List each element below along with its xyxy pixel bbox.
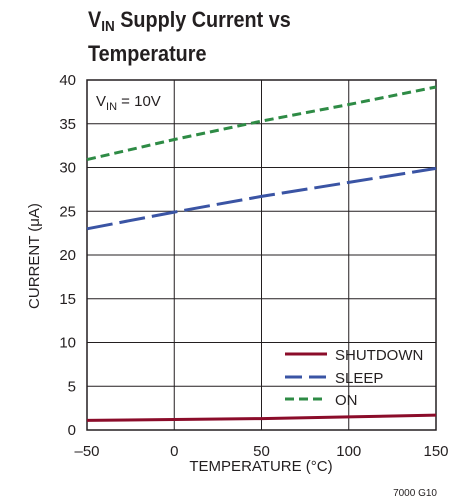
series-on-line xyxy=(86,85,437,162)
series-shutdown-line xyxy=(86,413,437,422)
plot-frame xyxy=(86,79,437,431)
y-tick-label: 40 xyxy=(59,72,76,89)
x-axis-label: TEMPERATURE (°C) xyxy=(189,458,332,475)
y-tick-label: 15 xyxy=(59,291,76,308)
figure-code: 7000 G10 xyxy=(393,488,437,499)
x-tick-label: –50 xyxy=(74,443,99,460)
chart-title-line2: Temperature xyxy=(88,41,207,66)
x-tick-label: 50 xyxy=(253,443,270,460)
y-tick-label: 10 xyxy=(59,335,76,352)
legend-label-on: ON xyxy=(335,392,358,409)
grid xyxy=(86,79,437,431)
y-tick-label: 20 xyxy=(59,247,76,264)
x-tick-label: 0 xyxy=(170,443,178,460)
legend-label-shutdown: SHUTDOWN xyxy=(335,347,423,364)
y-axis-label: CURRENT (μA) xyxy=(26,203,43,309)
y-tick-label: 0 xyxy=(68,422,76,439)
legend: SHUTDOWN SLEEP ON xyxy=(285,347,423,409)
series-sleep-line xyxy=(86,166,437,231)
chart-title-line1: VIN Supply Current vs xyxy=(88,7,291,35)
chart-title: VIN Supply Current vs Temperature xyxy=(88,6,291,67)
series-lines xyxy=(86,85,437,422)
y-tick-label: 30 xyxy=(59,160,76,177)
vin-annotation: VIN = 10V xyxy=(96,93,161,113)
x-tick-label: 100 xyxy=(336,443,361,460)
y-tick-label: 5 xyxy=(68,378,76,395)
y-tick-label: 35 xyxy=(59,116,76,133)
legend-label-sleep: SLEEP xyxy=(335,370,383,387)
y-tick-label: 25 xyxy=(59,203,76,220)
x-tick-label: 150 xyxy=(423,443,448,460)
tick-labels: –50 0 50 100 150 0 5 10 15 20 25 30 35 40 xyxy=(59,72,448,460)
